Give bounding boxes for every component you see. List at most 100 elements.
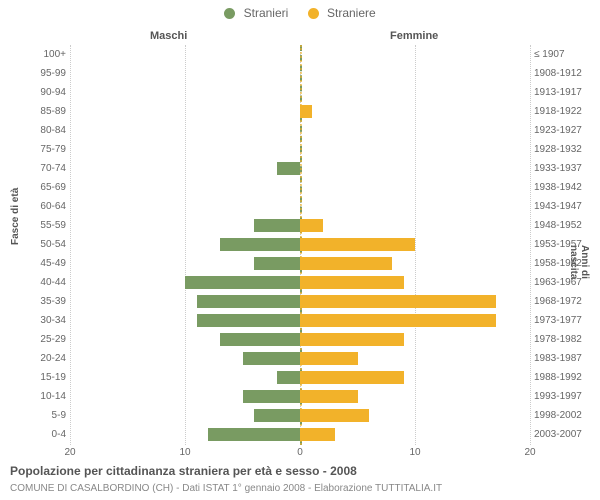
x-tick: 20 bbox=[515, 447, 545, 458]
bar-female bbox=[300, 219, 323, 232]
bar-female bbox=[300, 276, 404, 289]
y-label-age: 10-14 bbox=[6, 387, 66, 406]
legend-label-female: Straniere bbox=[327, 6, 376, 20]
bar-female bbox=[300, 105, 312, 118]
legend-item-female: Straniere bbox=[308, 6, 376, 20]
y-label-birth: 1928-1932 bbox=[534, 140, 594, 159]
x-tick: 10 bbox=[170, 447, 200, 458]
y-label-birth: 1973-1977 bbox=[534, 311, 594, 330]
bar-female bbox=[300, 257, 392, 270]
chart-subcaption: COMUNE DI CASALBORDINO (CH) - Dati ISTAT… bbox=[10, 483, 442, 494]
x-tick: 0 bbox=[285, 447, 315, 458]
bar-male bbox=[208, 428, 300, 441]
y-label-birth: 1908-1912 bbox=[534, 64, 594, 83]
y-label-age: 30-34 bbox=[6, 311, 66, 330]
gridline bbox=[530, 45, 531, 445]
legend: Stranieri Straniere bbox=[0, 6, 600, 20]
age-row bbox=[70, 292, 530, 311]
bar-female bbox=[300, 352, 358, 365]
bar-female bbox=[300, 428, 335, 441]
y-label-age: 25-29 bbox=[6, 330, 66, 349]
age-row bbox=[70, 178, 530, 197]
y-label-age: 80-84 bbox=[6, 121, 66, 140]
column-title-right: Femmine bbox=[390, 30, 438, 42]
x-tick: 10 bbox=[400, 447, 430, 458]
y-label-age: 45-49 bbox=[6, 254, 66, 273]
age-row bbox=[70, 45, 530, 64]
bar-male bbox=[277, 162, 300, 175]
y-label-age: 95-99 bbox=[6, 64, 66, 83]
age-row bbox=[70, 273, 530, 292]
age-row bbox=[70, 311, 530, 330]
bar-female bbox=[300, 390, 358, 403]
y-label-birth: 1953-1957 bbox=[534, 235, 594, 254]
y-label-age: 0-4 bbox=[6, 425, 66, 444]
y-label-birth: 1963-1967 bbox=[534, 273, 594, 292]
bar-female bbox=[300, 295, 496, 308]
y-label-birth: ≤ 1907 bbox=[534, 45, 594, 64]
chart-caption: Popolazione per cittadinanza straniera p… bbox=[10, 464, 357, 478]
bar-female bbox=[300, 333, 404, 346]
y-label-birth: 1938-1942 bbox=[534, 178, 594, 197]
bar-male bbox=[243, 352, 301, 365]
column-title-left: Maschi bbox=[150, 30, 187, 42]
age-row bbox=[70, 121, 530, 140]
plot-area bbox=[70, 45, 530, 445]
y-label-birth: 1923-1927 bbox=[534, 121, 594, 140]
y-label-age: 65-69 bbox=[6, 178, 66, 197]
y-label-birth: 1988-1992 bbox=[534, 368, 594, 387]
y-label-age: 55-59 bbox=[6, 216, 66, 235]
y-label-age: 40-44 bbox=[6, 273, 66, 292]
y-label-birth: 1913-1917 bbox=[534, 83, 594, 102]
y-label-age: 100+ bbox=[6, 45, 66, 64]
y-label-age: 70-74 bbox=[6, 159, 66, 178]
y-label-age: 15-19 bbox=[6, 368, 66, 387]
y-label-age: 60-64 bbox=[6, 197, 66, 216]
chart-container: Stranieri Straniere Maschi Femmine Fasce… bbox=[0, 0, 600, 500]
y-label-age: 20-24 bbox=[6, 349, 66, 368]
y-label-birth: 1933-1937 bbox=[534, 159, 594, 178]
bar-male bbox=[197, 295, 301, 308]
y-label-age: 75-79 bbox=[6, 140, 66, 159]
bar-male bbox=[254, 409, 300, 422]
age-row bbox=[70, 406, 530, 425]
age-row bbox=[70, 254, 530, 273]
bar-male bbox=[254, 219, 300, 232]
y-label-age: 50-54 bbox=[6, 235, 66, 254]
y-label-birth: 1943-1947 bbox=[534, 197, 594, 216]
age-row bbox=[70, 102, 530, 121]
age-row bbox=[70, 330, 530, 349]
y-label-age: 90-94 bbox=[6, 83, 66, 102]
y-label-age: 5-9 bbox=[6, 406, 66, 425]
age-row bbox=[70, 216, 530, 235]
age-row bbox=[70, 197, 530, 216]
bar-male bbox=[277, 371, 300, 384]
bar-male bbox=[197, 314, 301, 327]
y-label-age: 85-89 bbox=[6, 102, 66, 121]
age-row bbox=[70, 349, 530, 368]
y-label-birth: 1998-2002 bbox=[534, 406, 594, 425]
age-row bbox=[70, 235, 530, 254]
legend-label-male: Stranieri bbox=[244, 6, 289, 20]
bar-male bbox=[243, 390, 301, 403]
y-label-birth: 1978-1982 bbox=[534, 330, 594, 349]
y-label-birth: 2003-2007 bbox=[534, 425, 594, 444]
bar-male bbox=[220, 238, 301, 251]
legend-swatch-female bbox=[308, 8, 319, 19]
legend-swatch-male bbox=[224, 8, 235, 19]
age-row bbox=[70, 425, 530, 444]
age-row bbox=[70, 140, 530, 159]
y-label-birth: 1983-1987 bbox=[534, 349, 594, 368]
bar-male bbox=[220, 333, 301, 346]
legend-item-male: Stranieri bbox=[224, 6, 288, 20]
y-label-birth: 1948-1952 bbox=[534, 216, 594, 235]
y-label-birth: 1993-1997 bbox=[534, 387, 594, 406]
bar-female bbox=[300, 314, 496, 327]
bar-male bbox=[254, 257, 300, 270]
bar-female bbox=[300, 371, 404, 384]
age-row bbox=[70, 368, 530, 387]
bar-female bbox=[300, 238, 415, 251]
age-row bbox=[70, 64, 530, 83]
y-label-age: 35-39 bbox=[6, 292, 66, 311]
y-label-birth: 1958-1962 bbox=[534, 254, 594, 273]
